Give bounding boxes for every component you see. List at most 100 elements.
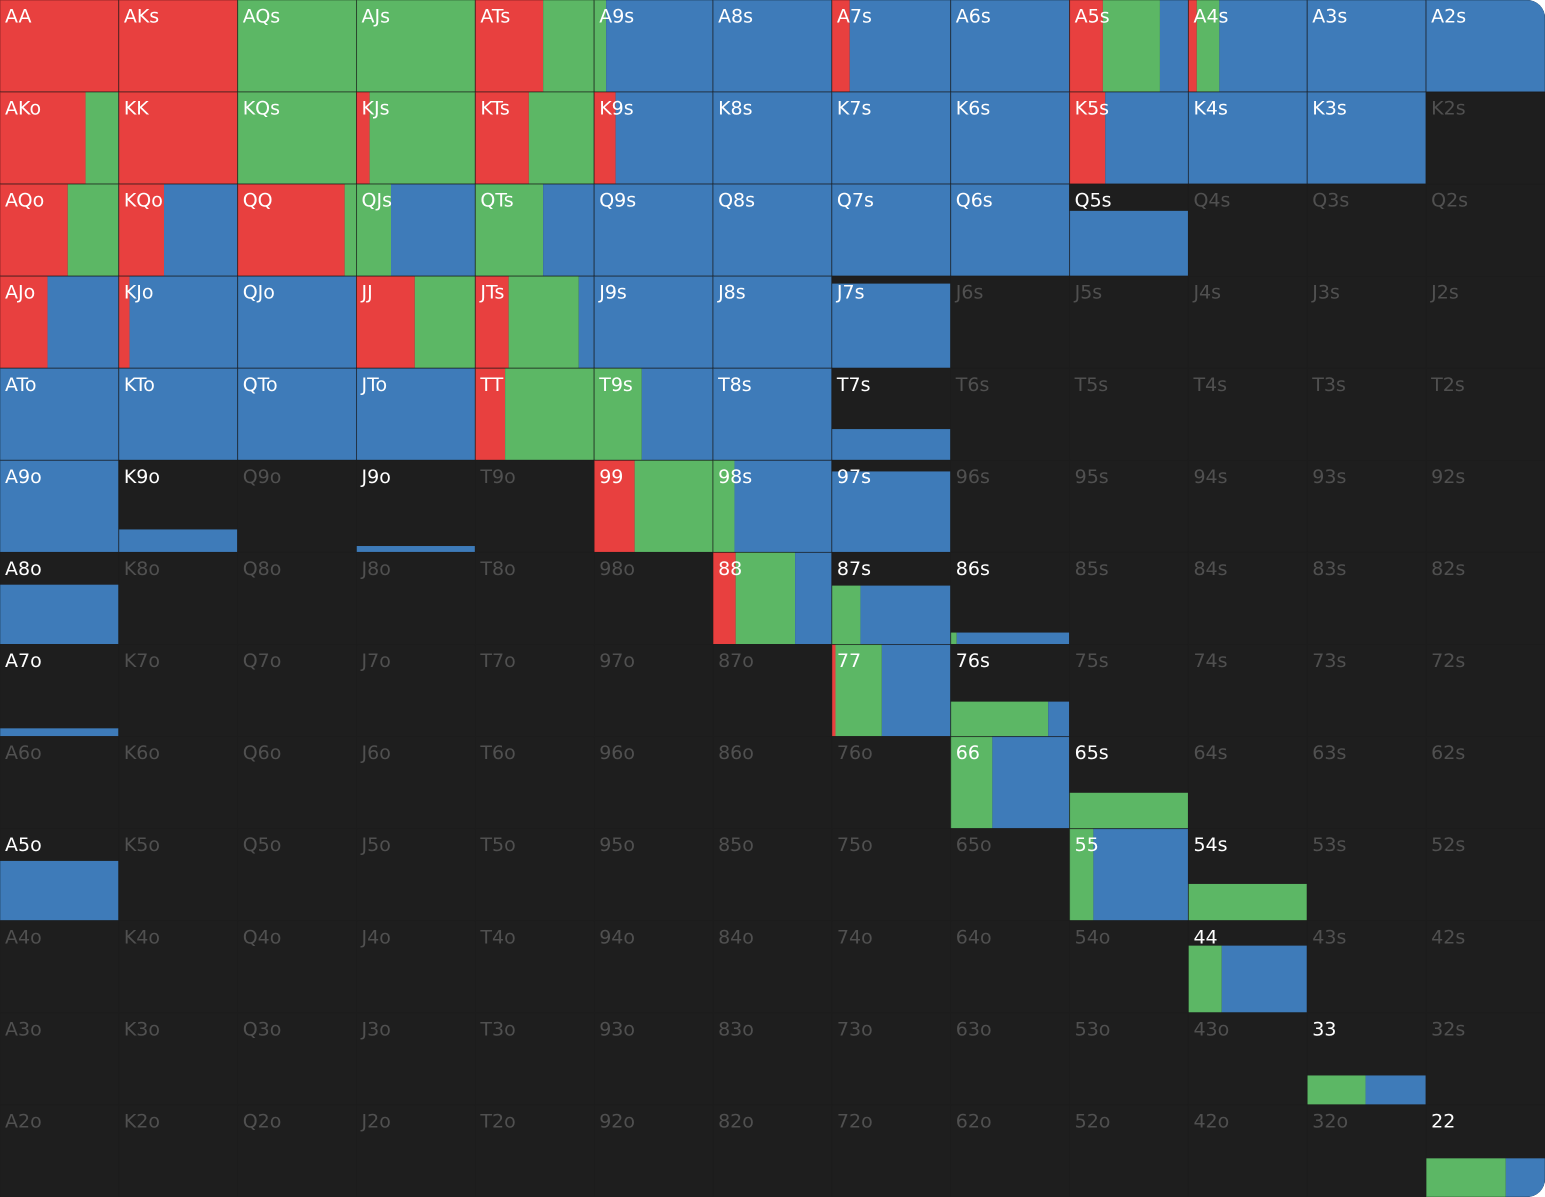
hand-cell[interactable] xyxy=(831,1012,952,1106)
hand-cell[interactable] xyxy=(118,1012,239,1106)
hand-cell[interactable] xyxy=(831,736,952,830)
hand-cell[interactable] xyxy=(237,1104,358,1197)
hand-cell[interactable] xyxy=(356,551,476,646)
hand-cell[interactable] xyxy=(1069,1104,1189,1197)
hand-cell[interactable] xyxy=(1425,828,1545,922)
hand-label: 94o xyxy=(599,926,635,948)
hand-cell[interactable] xyxy=(474,551,595,646)
hand-cell[interactable] xyxy=(712,1104,833,1197)
hand-cell[interactable] xyxy=(831,1104,952,1197)
hand-cell[interactable] xyxy=(1425,367,1545,461)
hand-cell[interactable] xyxy=(474,644,595,738)
hand-cell[interactable] xyxy=(1425,459,1545,553)
hand-cell[interactable] xyxy=(118,736,239,830)
hand-cell[interactable] xyxy=(237,1012,358,1106)
hand-cell[interactable] xyxy=(950,367,1071,461)
hand-cell[interactable] xyxy=(237,459,358,553)
hand-label: A4s xyxy=(1193,6,1228,28)
hand-cell[interactable] xyxy=(1425,91,1545,185)
hand-cell[interactable] xyxy=(1187,275,1308,369)
hand-cell[interactable] xyxy=(356,828,476,922)
hand-cell[interactable] xyxy=(0,920,120,1014)
hand-cell[interactable] xyxy=(1306,275,1427,369)
hand-cell[interactable] xyxy=(1069,367,1189,461)
hand-cell[interactable] xyxy=(356,1012,476,1106)
hand-cell[interactable] xyxy=(1187,183,1308,277)
action-segment xyxy=(992,736,1070,829)
hand-cell[interactable] xyxy=(118,644,239,738)
action-segment xyxy=(475,184,544,277)
hand-label: Q9s xyxy=(599,190,636,212)
hand-cell[interactable] xyxy=(1187,1104,1308,1197)
hand-cell[interactable] xyxy=(474,1104,595,1197)
hand-label: QTo xyxy=(243,374,278,396)
hand-label: 65s xyxy=(1075,742,1109,764)
hand-cell[interactable] xyxy=(1187,367,1308,461)
action-segment xyxy=(528,92,595,185)
hand-label: J2o xyxy=(361,1110,391,1132)
hand-label: 65o xyxy=(956,834,992,856)
hand-cell[interactable] xyxy=(237,644,358,738)
hand-cell[interactable] xyxy=(118,1104,239,1197)
hand-cell[interactable] xyxy=(593,644,714,738)
hand-cell[interactable] xyxy=(0,1012,120,1106)
action-segment xyxy=(129,276,238,369)
hand-cell[interactable] xyxy=(356,1104,476,1197)
hand-cell[interactable] xyxy=(1069,644,1189,738)
hand-cell[interactable] xyxy=(118,920,239,1014)
hand-label: JJ xyxy=(361,282,373,304)
hand-cell[interactable] xyxy=(1306,736,1427,830)
hand-cell[interactable] xyxy=(1425,920,1545,1014)
hand-cell[interactable] xyxy=(1306,459,1427,553)
hand-cell[interactable] xyxy=(1425,275,1545,369)
hand-cell[interactable] xyxy=(593,551,714,646)
hand-cell[interactable] xyxy=(1069,275,1189,369)
hand-cell[interactable] xyxy=(712,644,833,738)
hand-cell[interactable] xyxy=(1425,551,1545,646)
hand-cell[interactable] xyxy=(474,920,595,1014)
hand-cell[interactable] xyxy=(712,920,833,1014)
hand-cell[interactable] xyxy=(593,1104,714,1197)
hand-cell[interactable] xyxy=(1306,183,1427,277)
hand-cell[interactable] xyxy=(1306,828,1427,922)
hand-cell[interactable] xyxy=(1069,551,1189,646)
hand-cell[interactable] xyxy=(1306,1104,1427,1197)
hand-cell[interactable] xyxy=(1187,1012,1308,1106)
hand-cell[interactable] xyxy=(356,736,476,830)
hand-cell[interactable] xyxy=(1425,1012,1545,1106)
hand-label: 75s xyxy=(1075,650,1109,672)
hand-cell[interactable] xyxy=(474,736,595,830)
hand-cell[interactable] xyxy=(950,920,1071,1014)
hand-cell[interactable] xyxy=(831,920,952,1014)
hand-cell[interactable] xyxy=(356,644,476,738)
hand-cell[interactable] xyxy=(118,828,239,922)
hand-label: 42s xyxy=(1431,926,1465,948)
hand-cell[interactable] xyxy=(0,644,120,738)
hand-label: K5s xyxy=(1075,98,1109,120)
hand-cell[interactable] xyxy=(237,828,358,922)
hand-cell[interactable] xyxy=(237,920,358,1014)
action-segment xyxy=(735,552,796,645)
hand-cell[interactable] xyxy=(0,736,120,830)
hand-cell[interactable] xyxy=(474,1012,595,1106)
hand-cell[interactable] xyxy=(1306,644,1427,738)
hand-cell[interactable] xyxy=(831,828,952,922)
hand-label: A9o xyxy=(5,466,42,488)
hand-cell[interactable] xyxy=(1306,920,1427,1014)
hand-cell[interactable] xyxy=(950,1012,1071,1106)
hand-cell[interactable] xyxy=(356,920,476,1014)
hand-cell[interactable] xyxy=(0,1104,120,1197)
hand-cell[interactable] xyxy=(356,459,476,553)
hand-cell[interactable] xyxy=(1069,1012,1189,1106)
hand-cell[interactable] xyxy=(237,736,358,830)
hand-cell[interactable] xyxy=(593,920,714,1014)
hand-cell[interactable] xyxy=(474,459,595,553)
hand-cell[interactable] xyxy=(474,828,595,922)
hand-cell[interactable] xyxy=(593,736,714,830)
hand-label: A2s xyxy=(1431,6,1466,28)
hand-cell[interactable] xyxy=(712,828,833,922)
hand-cell[interactable] xyxy=(1425,183,1545,277)
hand-cell[interactable] xyxy=(118,551,239,646)
hand-label: T6o xyxy=(479,742,515,764)
hand-label: K6s xyxy=(956,98,990,120)
